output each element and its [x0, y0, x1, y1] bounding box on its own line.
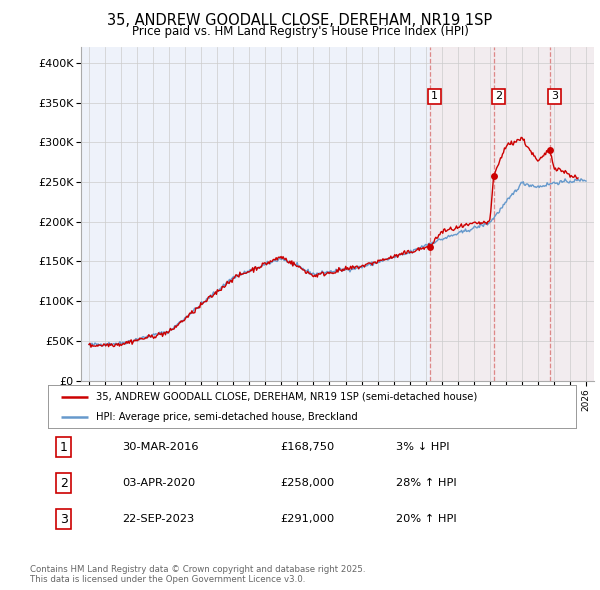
- Text: 35, ANDREW GOODALL CLOSE, DEREHAM, NR19 1SP (semi-detached house): 35, ANDREW GOODALL CLOSE, DEREHAM, NR19 …: [95, 392, 477, 402]
- Text: Contains HM Land Registry data © Crown copyright and database right 2025.
This d: Contains HM Land Registry data © Crown c…: [30, 565, 365, 584]
- Text: 20% ↑ HPI: 20% ↑ HPI: [397, 514, 457, 524]
- Text: 3: 3: [551, 91, 558, 101]
- Text: £168,750: £168,750: [280, 442, 335, 452]
- Text: 1: 1: [431, 91, 438, 101]
- Text: Price paid vs. HM Land Registry's House Price Index (HPI): Price paid vs. HM Land Registry's House …: [131, 25, 469, 38]
- Text: 3% ↓ HPI: 3% ↓ HPI: [397, 442, 450, 452]
- Text: £291,000: £291,000: [280, 514, 335, 524]
- Text: 35, ANDREW GOODALL CLOSE, DEREHAM, NR19 1SP: 35, ANDREW GOODALL CLOSE, DEREHAM, NR19 …: [107, 13, 493, 28]
- Text: 1: 1: [60, 441, 68, 454]
- Text: 2: 2: [60, 477, 68, 490]
- Bar: [494, 47, 550, 381]
- Text: 03-APR-2020: 03-APR-2020: [122, 478, 195, 488]
- Text: £258,000: £258,000: [280, 478, 335, 488]
- Text: 22-SEP-2023: 22-SEP-2023: [122, 514, 194, 524]
- Text: 2: 2: [495, 91, 502, 101]
- Text: 28% ↑ HPI: 28% ↑ HPI: [397, 478, 457, 488]
- Bar: [550, 47, 594, 381]
- Text: 30-MAR-2016: 30-MAR-2016: [122, 442, 199, 452]
- Text: 3: 3: [60, 513, 68, 526]
- Text: HPI: Average price, semi-detached house, Breckland: HPI: Average price, semi-detached house,…: [95, 412, 357, 422]
- Bar: [430, 47, 494, 381]
